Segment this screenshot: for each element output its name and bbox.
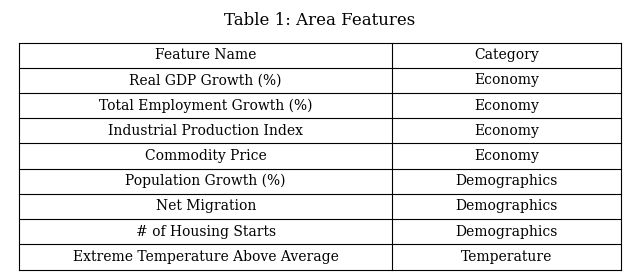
Text: Commodity Price: Commodity Price [145, 149, 267, 163]
Text: Feature Name: Feature Name [155, 48, 257, 62]
Text: Extreme Temperature Above Average: Extreme Temperature Above Average [73, 250, 339, 264]
Text: Net Migration: Net Migration [156, 199, 256, 213]
Text: Temperature: Temperature [461, 250, 552, 264]
Text: Demographics: Demographics [455, 225, 557, 239]
Text: # of Housing Starts: # of Housing Starts [136, 225, 276, 239]
Text: Population Growth (%): Population Growth (%) [125, 174, 286, 188]
Text: Demographics: Demographics [455, 199, 557, 213]
Text: Economy: Economy [474, 73, 539, 87]
Text: Industrial Production Index: Industrial Production Index [108, 124, 303, 138]
Text: Economy: Economy [474, 99, 539, 113]
Text: Category: Category [474, 48, 539, 62]
Text: Real GDP Growth (%): Real GDP Growth (%) [129, 73, 282, 87]
Text: Total Employment Growth (%): Total Employment Growth (%) [99, 98, 312, 113]
Text: Economy: Economy [474, 149, 539, 163]
Text: Demographics: Demographics [455, 174, 557, 188]
Text: Economy: Economy [474, 124, 539, 138]
Text: Table 1: Area Features: Table 1: Area Features [225, 12, 415, 29]
